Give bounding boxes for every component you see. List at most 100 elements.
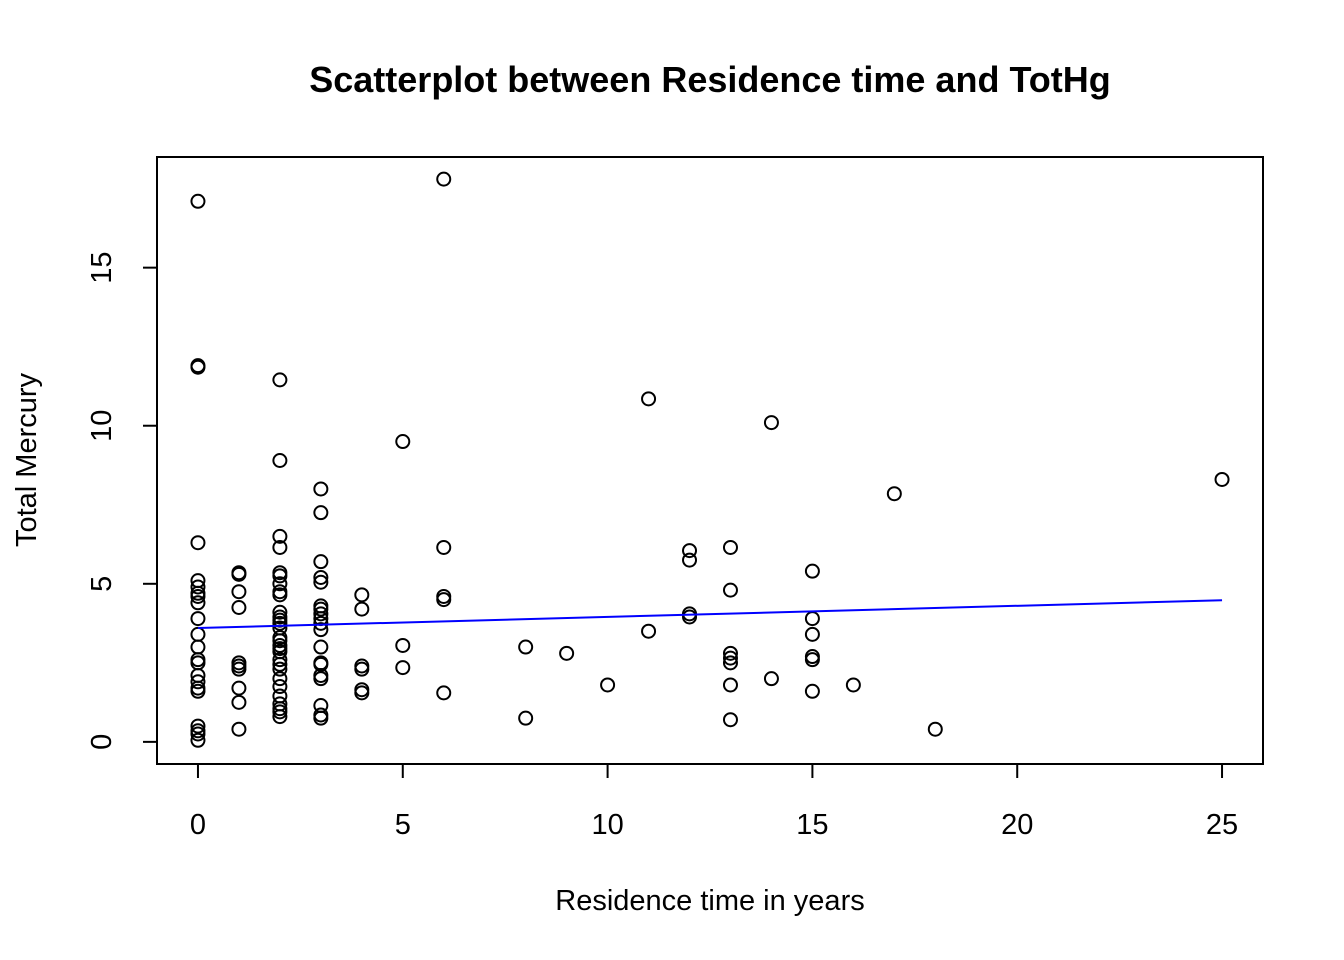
- data-point: [641, 623, 657, 639]
- x-tick-label: 10: [591, 809, 623, 841]
- data-point: [313, 639, 329, 655]
- data-point: [436, 592, 452, 608]
- data-point: [600, 677, 616, 693]
- data-point: [231, 600, 247, 616]
- data-point: [272, 453, 288, 468]
- data-point: [804, 683, 820, 699]
- data-points: [190, 171, 1230, 748]
- data-point: [395, 637, 411, 653]
- y-tick-label: 0: [86, 734, 118, 750]
- data-point: [722, 539, 738, 555]
- data-point: [272, 604, 288, 620]
- data-point: [272, 539, 288, 555]
- data-point: [190, 683, 206, 699]
- data-point: [272, 656, 288, 672]
- data-point: [272, 372, 288, 388]
- data-point: [190, 639, 206, 655]
- data-point: [313, 554, 329, 570]
- data-point: [313, 569, 329, 585]
- data-point: [313, 671, 329, 687]
- data-point: [395, 434, 411, 450]
- data-point: [272, 679, 288, 695]
- data-point: [804, 611, 820, 627]
- trend-line-group: [197, 599, 1223, 630]
- data-point: [190, 579, 206, 595]
- data-point: [190, 674, 206, 690]
- data-point: [313, 601, 329, 617]
- data-point: [722, 650, 738, 666]
- data-point: [272, 615, 288, 631]
- data-point: [722, 712, 738, 728]
- data-point: [722, 582, 738, 598]
- data-point: [190, 718, 206, 734]
- data-point: [927, 721, 943, 737]
- data-point: [190, 732, 206, 748]
- data-point: [190, 595, 206, 611]
- data-point: [190, 611, 206, 627]
- data-point: [436, 685, 452, 701]
- data-point: [313, 574, 329, 590]
- data-point: [190, 535, 206, 551]
- data-point: [559, 645, 575, 661]
- x-tick-label: 0: [190, 809, 206, 841]
- y-tick-label: 15: [86, 252, 118, 284]
- y-tick-label: 10: [86, 410, 118, 442]
- y-tick-label: 5: [86, 576, 118, 592]
- data-point: [272, 704, 288, 720]
- y-axis-label: Total Mercury: [11, 372, 43, 547]
- data-point: [313, 615, 329, 631]
- data-point: [722, 655, 738, 671]
- chart-title: Scatterplot between Residence time and T…: [309, 59, 1110, 100]
- data-point: [190, 359, 206, 375]
- data-point: [436, 539, 452, 555]
- data-point: [804, 563, 820, 579]
- data-point: [722, 677, 738, 693]
- x-axis: 0 5 10 15 20 25: [190, 763, 1238, 841]
- data-point: [272, 652, 288, 668]
- data-point: [272, 576, 288, 592]
- x-tick-label: 5: [395, 809, 411, 841]
- data-point: [272, 633, 288, 649]
- data-point: [436, 171, 452, 187]
- data-point: [722, 645, 738, 661]
- data-point: [518, 710, 534, 726]
- data-point: [272, 528, 288, 544]
- data-point: [395, 660, 411, 676]
- data-point: [231, 566, 247, 582]
- data-point: [272, 587, 288, 603]
- data-point: [190, 626, 206, 642]
- data-point: [272, 671, 288, 687]
- data-point: [804, 626, 820, 642]
- data-point: [641, 391, 657, 407]
- data-point: [231, 680, 247, 696]
- data-point: [886, 486, 902, 502]
- x-tick-label: 20: [1001, 809, 1033, 841]
- y-axis: 0 5 10 15: [86, 252, 158, 750]
- x-tick-label: 15: [796, 809, 828, 841]
- trend-line: [197, 599, 1223, 630]
- x-tick-label: 25: [1206, 809, 1238, 841]
- data-point: [313, 606, 329, 622]
- data-point: [231, 694, 247, 710]
- data-point: [272, 661, 288, 677]
- x-axis-label: Residence time in years: [555, 885, 864, 917]
- data-point: [354, 601, 370, 617]
- data-point: [231, 584, 247, 600]
- data-point: [682, 543, 698, 559]
- data-point: [190, 193, 206, 209]
- data-point: [231, 661, 247, 677]
- data-point: [313, 481, 329, 497]
- data-point: [763, 415, 779, 431]
- data-point: [763, 671, 779, 687]
- data-point: [354, 685, 370, 701]
- data-point: [845, 677, 861, 693]
- data-point: [272, 568, 288, 584]
- data-point: [313, 505, 329, 521]
- data-point: [313, 656, 329, 672]
- data-point: [313, 622, 329, 638]
- data-point: [231, 721, 247, 737]
- data-point: [518, 639, 534, 655]
- data-point: [682, 552, 698, 568]
- data-point: [354, 587, 370, 603]
- data-point: [190, 726, 206, 742]
